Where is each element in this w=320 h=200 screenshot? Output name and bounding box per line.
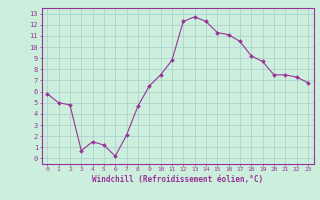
X-axis label: Windchill (Refroidissement éolien,°C): Windchill (Refroidissement éolien,°C) <box>92 175 263 184</box>
